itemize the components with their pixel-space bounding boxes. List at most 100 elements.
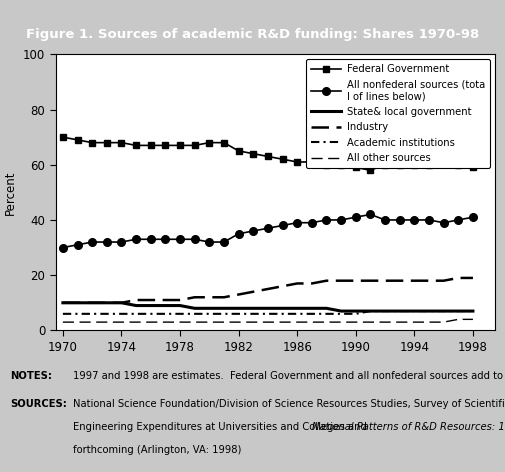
State& local government xyxy=(265,305,271,311)
Federal Government xyxy=(206,140,212,145)
Text: 1997 and 1998 are estimates.  Federal Government and all nonfederal sources add : 1997 and 1998 are estimates. Federal Gov… xyxy=(73,371,505,380)
Federal Government xyxy=(279,156,285,162)
All other sources xyxy=(250,319,256,325)
All other sources xyxy=(470,317,476,322)
Industry xyxy=(162,297,168,303)
Industry xyxy=(206,295,212,300)
State& local government xyxy=(191,305,197,311)
State& local government xyxy=(455,308,461,314)
Academic institutions xyxy=(133,311,139,317)
State& local government xyxy=(118,300,124,306)
Academic institutions xyxy=(309,311,315,317)
Academic institutions xyxy=(162,311,168,317)
Academic institutions xyxy=(323,311,329,317)
Line: All nonfederal sources (tota
l of lines below): All nonfederal sources (tota l of lines … xyxy=(59,211,477,252)
Text: National Science Foundation/Division of Science Resources Studies, Survey of Sci: National Science Foundation/Division of … xyxy=(73,399,505,409)
Academic institutions xyxy=(265,311,271,317)
State& local government xyxy=(133,303,139,308)
Academic institutions xyxy=(294,311,300,317)
All nonfederal sources (tota
l of lines below) xyxy=(396,217,402,223)
Federal Government xyxy=(323,162,329,168)
Academic institutions xyxy=(74,311,80,317)
Industry xyxy=(191,295,197,300)
Academic institutions xyxy=(118,311,124,317)
All nonfederal sources (tota
l of lines below) xyxy=(104,239,110,245)
Industry xyxy=(309,281,315,287)
Academic institutions xyxy=(426,308,432,314)
Federal Government xyxy=(191,143,197,148)
Industry xyxy=(221,295,227,300)
Federal Government xyxy=(440,159,446,165)
State& local government xyxy=(147,303,154,308)
Text: forthcoming (Arlington, VA: 1998): forthcoming (Arlington, VA: 1998) xyxy=(73,445,241,455)
State& local government xyxy=(367,308,373,314)
Federal Government xyxy=(162,143,168,148)
All other sources xyxy=(426,319,432,325)
All nonfederal sources (tota
l of lines below) xyxy=(235,231,241,236)
Industry xyxy=(177,297,183,303)
Line: Academic institutions: Academic institutions xyxy=(63,311,473,314)
All nonfederal sources (tota
l of lines below) xyxy=(455,217,461,223)
Industry xyxy=(470,275,476,281)
State& local government xyxy=(206,305,212,311)
All nonfederal sources (tota
l of lines below) xyxy=(279,223,285,228)
Legend: Federal Government, All nonfederal sources (tota
l of lines below), State& local: Federal Government, All nonfederal sourc… xyxy=(306,59,490,169)
Academic institutions xyxy=(89,311,95,317)
Federal Government xyxy=(338,162,344,168)
Federal Government xyxy=(147,143,154,148)
All nonfederal sources (tota
l of lines below) xyxy=(470,214,476,220)
Federal Government xyxy=(74,137,80,143)
All nonfederal sources (tota
l of lines below) xyxy=(191,236,197,242)
All nonfederal sources (tota
l of lines below) xyxy=(89,239,95,245)
State& local government xyxy=(162,303,168,308)
All nonfederal sources (tota
l of lines below) xyxy=(352,214,359,220)
Text: NOTES:: NOTES: xyxy=(10,371,52,380)
All nonfederal sources (tota
l of lines below) xyxy=(440,220,446,226)
Industry xyxy=(440,278,446,284)
Federal Government xyxy=(221,140,227,145)
State& local government xyxy=(60,300,66,306)
Academic institutions xyxy=(235,311,241,317)
All other sources xyxy=(455,317,461,322)
State& local government xyxy=(235,305,241,311)
Federal Government xyxy=(235,148,241,154)
Academic institutions xyxy=(382,308,388,314)
Academic institutions xyxy=(338,311,344,317)
State& local government xyxy=(177,303,183,308)
Federal Government xyxy=(250,151,256,157)
All other sources xyxy=(221,319,227,325)
Academic institutions xyxy=(191,311,197,317)
State& local government xyxy=(382,308,388,314)
State& local government xyxy=(440,308,446,314)
Federal Government xyxy=(177,143,183,148)
All other sources xyxy=(411,319,417,325)
Industry xyxy=(89,300,95,306)
Federal Government xyxy=(352,165,359,170)
All other sources xyxy=(74,319,80,325)
All other sources xyxy=(367,319,373,325)
All other sources xyxy=(352,319,359,325)
State& local government xyxy=(104,300,110,306)
Academic institutions xyxy=(147,311,154,317)
Y-axis label: Percent: Percent xyxy=(5,170,17,215)
Industry xyxy=(133,297,139,303)
Line: Industry: Industry xyxy=(63,278,473,303)
Industry xyxy=(279,283,285,289)
State& local government xyxy=(396,308,402,314)
State& local government xyxy=(323,305,329,311)
All other sources xyxy=(206,319,212,325)
Academic institutions xyxy=(250,311,256,317)
All other sources xyxy=(177,319,183,325)
State& local government xyxy=(250,305,256,311)
Industry xyxy=(338,278,344,284)
Text: Engineering Expenditures at Universities and Colleges and: Engineering Expenditures at Universities… xyxy=(73,422,370,432)
Industry xyxy=(396,278,402,284)
Industry xyxy=(60,300,66,306)
State& local government xyxy=(309,305,315,311)
All nonfederal sources (tota
l of lines below) xyxy=(206,239,212,245)
All other sources xyxy=(323,319,329,325)
All nonfederal sources (tota
l of lines below) xyxy=(147,236,154,242)
Industry xyxy=(74,300,80,306)
Academic institutions xyxy=(411,308,417,314)
Academic institutions xyxy=(367,308,373,314)
